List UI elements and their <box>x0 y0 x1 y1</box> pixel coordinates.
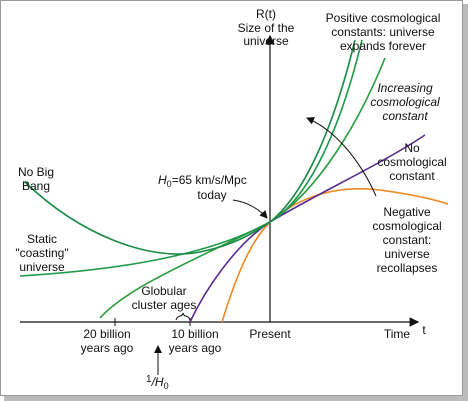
symbol: /H <box>151 375 164 389</box>
globular-bracket <box>175 312 191 321</box>
label: Bang <box>22 179 50 193</box>
label: recollapses <box>377 261 438 275</box>
label: Static <box>27 232 57 246</box>
label: expands forever <box>340 39 426 53</box>
x-tick-label: years ago <box>81 341 134 355</box>
hubble-subscript: 0 <box>167 179 172 189</box>
label: universe <box>19 260 65 274</box>
label: cluster ages <box>132 298 197 312</box>
label: Negative <box>383 205 431 219</box>
hubble-note: today <box>197 188 226 202</box>
label: constant: <box>383 233 432 247</box>
x-tick-label: 20 billion <box>83 327 130 341</box>
hubble-time: 1/H0 <box>146 374 169 391</box>
x-symbol: t <box>422 323 426 337</box>
label: No Big <box>18 165 54 179</box>
frame <box>0 0 463 396</box>
label: constant <box>389 169 435 183</box>
label: universe <box>384 247 430 261</box>
y-label: universe <box>243 34 289 48</box>
y-symbol: R(t) <box>256 7 276 21</box>
shadow <box>463 4 468 401</box>
lambda-arrow <box>306 117 377 197</box>
label: cosmological <box>370 95 440 109</box>
label: No <box>404 141 420 155</box>
hubble-arrow <box>232 199 268 219</box>
x-tick-label: years ago <box>169 341 222 355</box>
label: cosmological <box>372 219 441 233</box>
curves <box>19 39 449 323</box>
subscript: 0 <box>164 381 169 391</box>
label: Increasing <box>377 81 433 95</box>
x-label: Time <box>384 327 411 341</box>
hubble-value: =65 km/s/Mpc <box>172 173 247 187</box>
label: Globular <box>141 284 186 298</box>
hubble-symbol: H <box>158 173 167 187</box>
shadow <box>4 396 468 401</box>
label: "coasting" <box>15 246 68 260</box>
hubble-label: H0=65 km/s/Mpc <box>158 173 247 189</box>
x-tick-label: 10 billion <box>171 327 218 341</box>
negative-curve <box>221 187 449 323</box>
no-big-bang-curve <box>24 39 356 255</box>
y-label: Size of the <box>238 21 295 35</box>
numerator: 1 <box>146 374 152 385</box>
x-tick-label: Present <box>249 327 291 341</box>
label: constants: universe <box>331 25 435 39</box>
label: Positive cosmological <box>326 11 441 25</box>
label: constant <box>382 109 428 123</box>
label: cosmological <box>377 155 446 169</box>
